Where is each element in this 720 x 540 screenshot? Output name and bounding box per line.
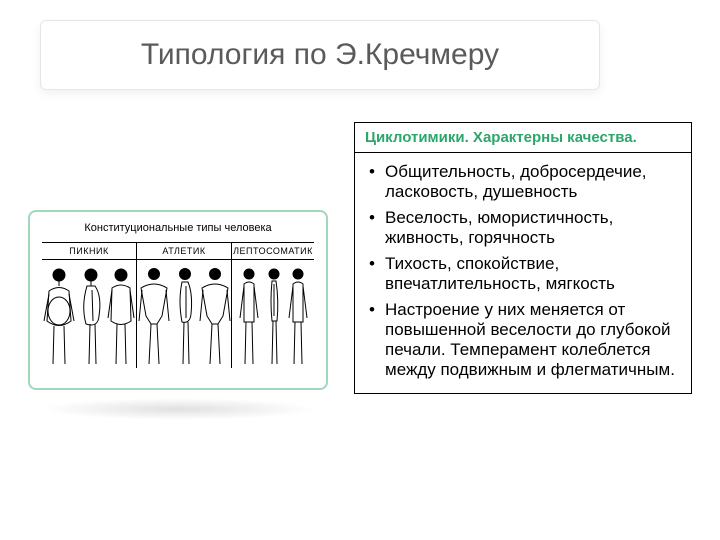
bullet-list: Общительность, добросердечие, ласковость… <box>359 159 687 383</box>
figure-grid: ПИКНИК <box>42 242 314 368</box>
list-item: Настроение у них меняется от повышенной … <box>359 297 687 383</box>
figure-card: Конституциональные типы человека ПИКНИК <box>28 210 328 390</box>
body-back-icon <box>286 266 310 366</box>
slide-title: Типология по Э.Кречмеру <box>141 38 499 72</box>
figure-col-label: ЛЕПТОСОМАТИК <box>232 243 314 260</box>
figure-col-leptosomatic: ЛЕПТОСОМАТИК <box>232 243 314 368</box>
figure-col-body <box>137 260 231 368</box>
slide-title-card: Типология по Э.Кречмеру <box>40 20 600 90</box>
figure-col-body <box>232 260 314 368</box>
content-header: Циклотимики. Характерны качества. <box>355 123 691 153</box>
body-side-icon <box>264 266 284 366</box>
figure-col-athletic: АТЛЕТИК <box>137 243 232 368</box>
body-back-icon <box>199 266 231 366</box>
list-item: Общительность, добросердечие, ласковость… <box>359 159 687 205</box>
figure-caption: Конституциональные типы человека <box>42 222 314 234</box>
list-item: Тихость, спокойствие, впечатлительность,… <box>359 251 687 297</box>
body-front-icon <box>42 266 76 366</box>
content-box: Циклотимики. Характерны качества. Общите… <box>354 122 692 394</box>
body-side-icon <box>173 266 197 366</box>
body-back-icon <box>106 266 136 366</box>
body-front-icon <box>236 266 262 366</box>
list-item: Веселость, юмористичность, живность, гор… <box>359 205 687 251</box>
body-front-icon <box>137 266 171 366</box>
figure-col-label: ПИКНИК <box>42 243 136 260</box>
body-side-icon <box>78 266 104 366</box>
content-body: Общительность, добросердечие, ласковость… <box>355 153 691 393</box>
figure-col-label: АТЛЕТИК <box>137 243 231 260</box>
figure-col-pyknic: ПИКНИК <box>42 243 137 368</box>
figure-shadow <box>40 398 316 420</box>
figure-col-body <box>42 260 136 368</box>
